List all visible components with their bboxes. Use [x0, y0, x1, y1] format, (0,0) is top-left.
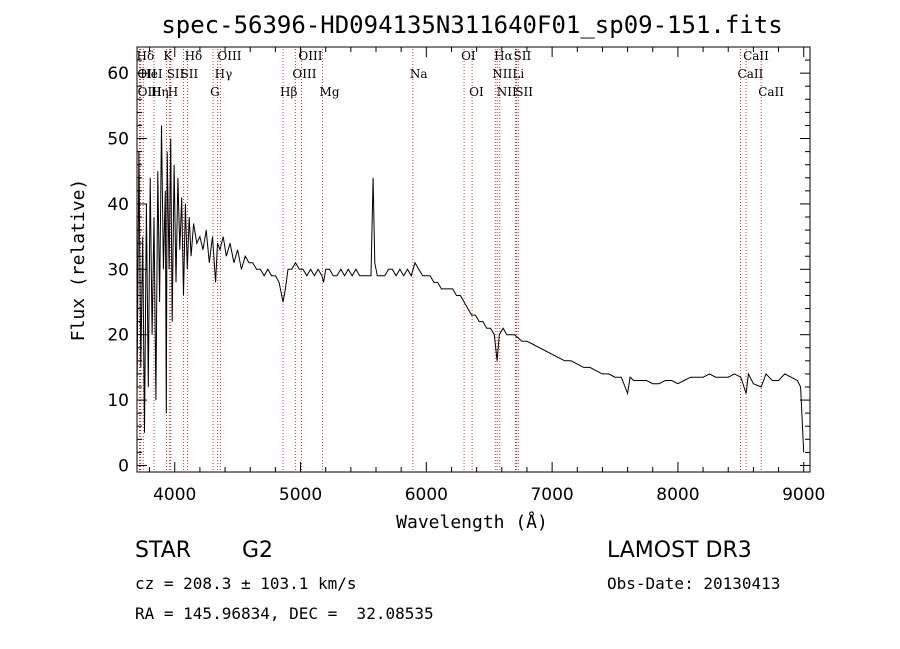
- line-markers: [139, 49, 762, 472]
- marker-label-h6: Hδ: [137, 49, 155, 63]
- x-tick-label: 5000: [279, 485, 322, 505]
- marker-label-li: Li: [512, 67, 524, 81]
- x-tick-label: 6000: [405, 485, 448, 505]
- x-tick-label: 4000: [153, 485, 196, 505]
- marker-label-k: K: [163, 49, 173, 63]
- obs-date: Obs-Date: 20130413: [607, 574, 780, 593]
- plot-frame: [136, 46, 811, 473]
- marker-label-sii-d: SII: [515, 85, 533, 99]
- marker-label-oi-a: OI: [461, 49, 476, 63]
- chart-title: spec-56396-HD094135N311640F01_sp09-151.f…: [161, 11, 782, 39]
- marker-label-hei: HeI: [140, 67, 163, 81]
- marker-label-hg: Hγ: [215, 67, 233, 81]
- marker-label-hb: Hβ: [280, 85, 297, 99]
- marker-label-oiii-d: OIII: [292, 67, 316, 81]
- marker-label-oiii-c: OIII: [298, 49, 322, 63]
- x-tick-label: 8000: [656, 485, 699, 505]
- ra-dec: RA = 145.96834, DEC = 32.08535: [135, 604, 434, 623]
- y-tick-label: 60: [107, 64, 129, 84]
- marker-label-na: Na: [410, 67, 428, 81]
- marker-label-oii: OII: [137, 67, 157, 81]
- marker-label-oiii-a: OIII: [138, 85, 162, 99]
- marker-label-hd: Hδ: [185, 49, 203, 63]
- y-tick-label: 20: [107, 326, 129, 346]
- marker-label-sii-c: SII: [514, 49, 532, 63]
- y-tick-label: 30: [107, 260, 129, 280]
- y-tick-label: 40: [107, 195, 129, 215]
- x-tick-label: 9000: [782, 485, 825, 505]
- x-axis-label: Wavelength (Å): [396, 511, 548, 533]
- y-tick-label: 10: [107, 391, 129, 411]
- marker-label-oi-b: OI: [469, 85, 484, 99]
- marker-label-caii-b: CaII: [738, 67, 764, 81]
- spectrum-line: [136, 125, 805, 453]
- y-tick-label: 0: [118, 456, 129, 476]
- marker-label-mg: Mg: [320, 85, 340, 99]
- x-axis-ticks: 4000 5000 6000 7000 8000 9000: [149, 47, 825, 505]
- marker-label-heta: Hη: [151, 85, 169, 99]
- marker-label-nii-a: NII: [492, 67, 512, 81]
- marker-label-nii-b: NII: [497, 85, 517, 99]
- y-tick-label: 50: [107, 130, 129, 150]
- object-class: STAR: [135, 538, 191, 563]
- y-axis-label: Flux (relative): [68, 179, 89, 342]
- x-tick-label: 7000: [530, 485, 573, 505]
- survey-name: LAMOST DR3: [607, 538, 752, 563]
- y-axis-ticks: 0 10 20 30 40 50 60: [107, 59, 810, 476]
- marker-label-h: H: [168, 85, 178, 99]
- object-subclass: G2: [242, 538, 273, 563]
- marker-label-sii-b: SII: [181, 67, 199, 81]
- marker-label-ha: Hα: [494, 49, 513, 63]
- marker-label-caii-a: CaII: [743, 49, 769, 63]
- marker-label-caii-c: CaII: [758, 85, 784, 99]
- marker-label-sii-a: SII: [167, 67, 185, 81]
- redshift-cz: cz = 208.3 ± 103.1 km/s: [135, 574, 357, 593]
- marker-label-g: G: [210, 85, 220, 99]
- marker-label-oiii-b: OIII: [217, 49, 241, 63]
